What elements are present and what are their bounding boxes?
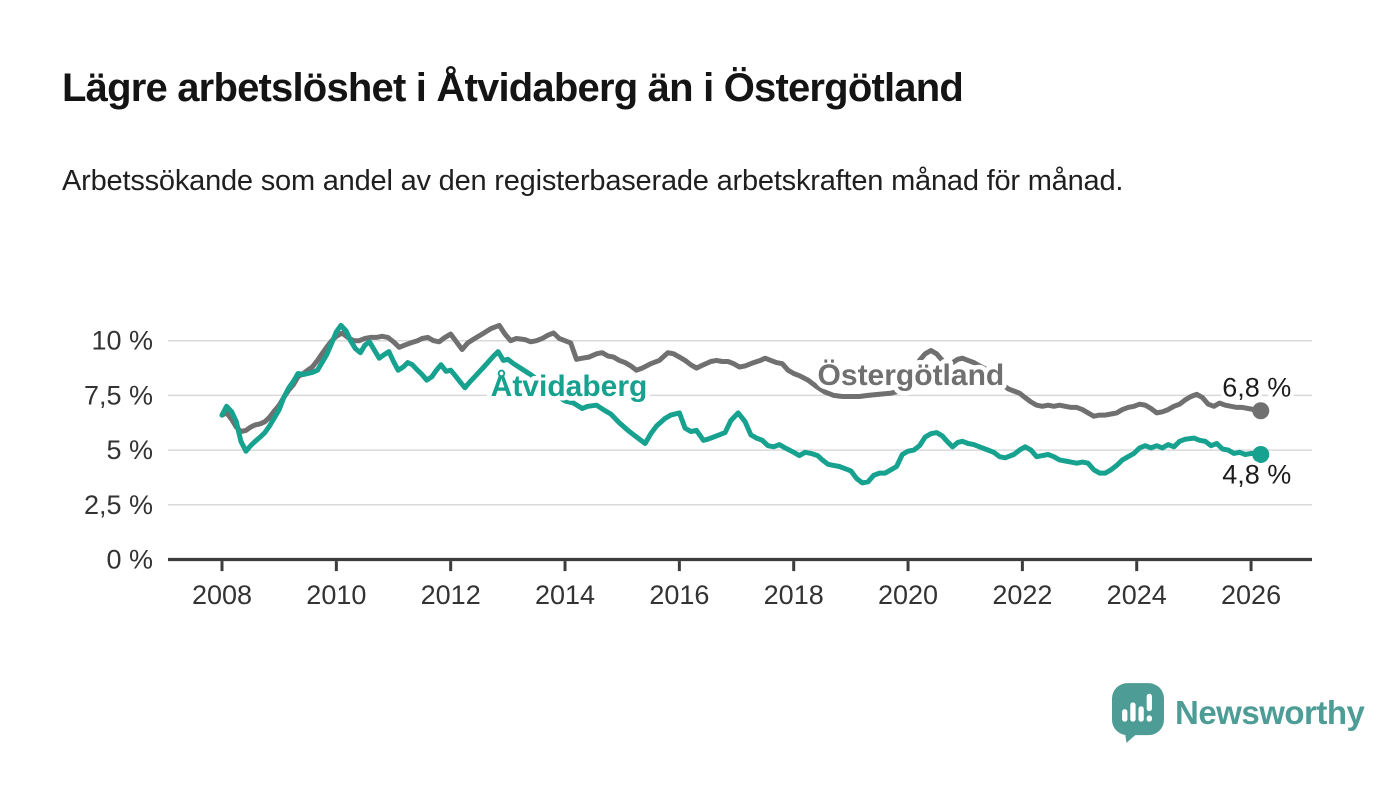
x-tick-label: 2020 [878, 580, 938, 610]
x-tick-label: 2022 [992, 580, 1052, 610]
x-tick-label: 2010 [306, 580, 366, 610]
y-tick-label: 0 % [106, 545, 153, 575]
page-title: Lägre arbetslöshet i Åtvidaberg än i Öst… [62, 66, 964, 110]
bar-chart-speech-bubble-icon [1112, 683, 1164, 743]
series-end-dot-atvidaberg [1252, 445, 1270, 463]
brand-name: Newsworthy [1175, 694, 1365, 731]
series-end-dot-ostergotland [1252, 402, 1270, 420]
y-tick-label: 2,5 % [84, 490, 153, 520]
y-tick-label: 7,5 % [84, 380, 153, 410]
y-tick-label: 10 % [91, 326, 153, 356]
y-tick-label: 5 % [106, 435, 153, 465]
x-tick-label: 2014 [535, 580, 595, 610]
series-label-atvidaberg: Åtvidaberg [491, 370, 648, 403]
series-line-ostergotland [219, 322, 1264, 434]
x-tick-label: 2024 [1107, 580, 1167, 610]
x-tick-label: 2016 [649, 580, 709, 610]
x-tick-label: 2026 [1221, 580, 1281, 610]
end-value-label-atvidaberg: 4,8 % [1222, 459, 1291, 489]
chart-subtitle: Arbetssökande som andel av den registerb… [62, 165, 1124, 197]
x-tick-label: 2012 [421, 580, 481, 610]
end-value-label-ostergotland: 6,8 % [1222, 373, 1291, 403]
series-label-ostergotland: Östergötland [818, 359, 1005, 392]
x-tick-label: 2008 [192, 580, 252, 610]
x-tick-label: 2018 [764, 580, 824, 610]
newsworthy-logo: Newsworthy [1112, 682, 1365, 744]
series-line-atvidaberg [219, 322, 1264, 486]
